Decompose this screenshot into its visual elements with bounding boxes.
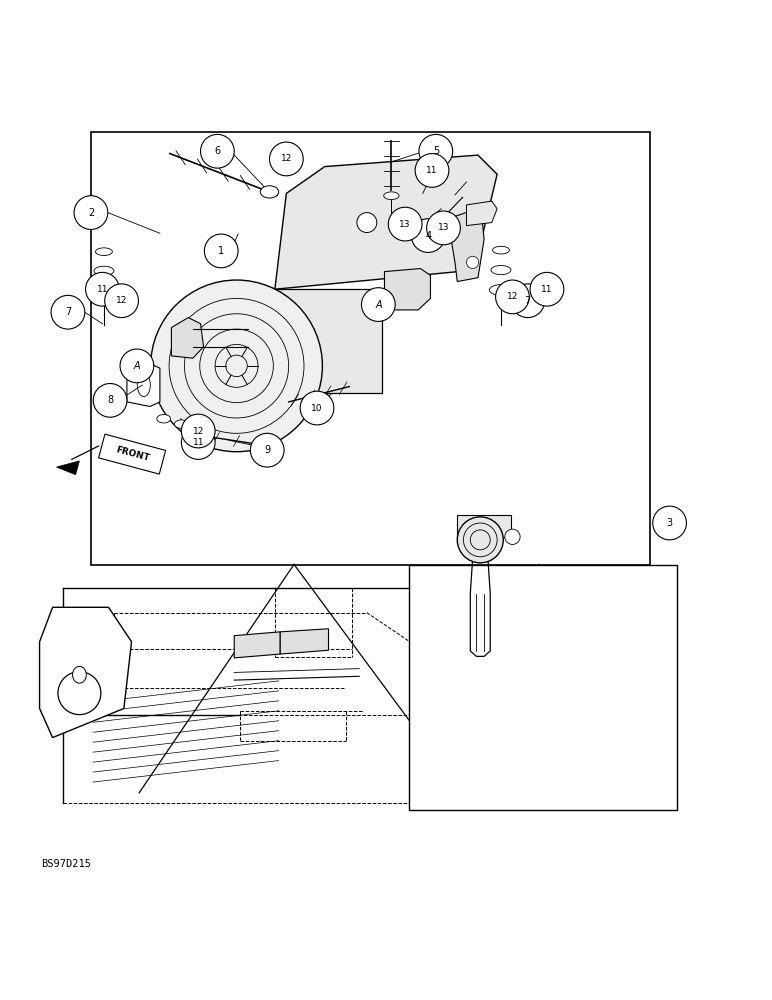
Text: A: A bbox=[134, 361, 141, 371]
Text: 2: 2 bbox=[88, 208, 94, 218]
Ellipse shape bbox=[73, 666, 86, 683]
Text: A: A bbox=[375, 300, 381, 310]
Circle shape bbox=[427, 211, 460, 245]
Circle shape bbox=[93, 384, 127, 417]
Text: 11: 11 bbox=[541, 285, 553, 294]
Ellipse shape bbox=[157, 415, 171, 423]
Ellipse shape bbox=[192, 425, 206, 434]
Circle shape bbox=[530, 272, 564, 306]
Polygon shape bbox=[451, 210, 484, 282]
Ellipse shape bbox=[93, 285, 116, 295]
Bar bbox=[91, 132, 651, 565]
Ellipse shape bbox=[493, 246, 510, 254]
Text: 8: 8 bbox=[107, 395, 113, 405]
Circle shape bbox=[496, 280, 530, 314]
Text: 9: 9 bbox=[264, 445, 270, 455]
Polygon shape bbox=[39, 607, 131, 738]
Circle shape bbox=[300, 391, 334, 425]
Text: 3: 3 bbox=[666, 518, 672, 528]
Bar bbox=[248, 289, 382, 393]
Circle shape bbox=[51, 295, 85, 329]
Text: 6: 6 bbox=[215, 146, 221, 156]
Circle shape bbox=[86, 272, 120, 306]
Circle shape bbox=[652, 506, 686, 540]
Polygon shape bbox=[56, 461, 80, 475]
Circle shape bbox=[201, 134, 234, 168]
Circle shape bbox=[205, 234, 238, 268]
Text: BS97D215: BS97D215 bbox=[41, 859, 91, 869]
Circle shape bbox=[151, 280, 323, 452]
Ellipse shape bbox=[384, 192, 399, 200]
Ellipse shape bbox=[174, 420, 188, 428]
Text: 12: 12 bbox=[192, 427, 204, 436]
Text: 11: 11 bbox=[192, 438, 204, 447]
Circle shape bbox=[105, 284, 138, 318]
Text: 7: 7 bbox=[65, 307, 71, 317]
Ellipse shape bbox=[260, 186, 279, 198]
Polygon shape bbox=[99, 434, 166, 474]
Polygon shape bbox=[171, 318, 204, 358]
Text: 12: 12 bbox=[281, 154, 292, 163]
Text: 5: 5 bbox=[432, 146, 439, 156]
Circle shape bbox=[419, 134, 452, 168]
Text: 4: 4 bbox=[425, 231, 432, 241]
Ellipse shape bbox=[96, 248, 113, 256]
Polygon shape bbox=[384, 269, 431, 310]
Polygon shape bbox=[409, 565, 677, 810]
Circle shape bbox=[361, 288, 395, 321]
Text: 11: 11 bbox=[96, 285, 108, 294]
Ellipse shape bbox=[491, 265, 511, 275]
Bar bbox=[457, 515, 511, 537]
Circle shape bbox=[120, 349, 154, 383]
Circle shape bbox=[269, 142, 303, 176]
Circle shape bbox=[457, 517, 503, 563]
Text: FRONT: FRONT bbox=[114, 445, 150, 463]
Circle shape bbox=[388, 207, 422, 241]
Circle shape bbox=[74, 196, 108, 229]
Text: 13: 13 bbox=[399, 220, 411, 229]
Polygon shape bbox=[275, 155, 497, 289]
Polygon shape bbox=[127, 364, 160, 406]
Text: 1: 1 bbox=[218, 246, 225, 256]
Circle shape bbox=[357, 213, 377, 233]
Polygon shape bbox=[466, 201, 497, 226]
Text: 12: 12 bbox=[506, 292, 518, 301]
Circle shape bbox=[58, 672, 101, 715]
Circle shape bbox=[511, 284, 545, 318]
Ellipse shape bbox=[94, 266, 114, 275]
Text: 12: 12 bbox=[116, 296, 127, 305]
Text: 13: 13 bbox=[438, 223, 449, 232]
Circle shape bbox=[250, 433, 284, 467]
Text: 10: 10 bbox=[311, 404, 323, 413]
Ellipse shape bbox=[489, 285, 513, 295]
Circle shape bbox=[466, 256, 479, 269]
Circle shape bbox=[411, 219, 445, 252]
Circle shape bbox=[181, 414, 215, 448]
Circle shape bbox=[415, 154, 449, 187]
Circle shape bbox=[181, 426, 215, 459]
Polygon shape bbox=[280, 629, 329, 654]
Circle shape bbox=[505, 529, 520, 544]
Text: 11: 11 bbox=[426, 166, 438, 175]
Text: 7: 7 bbox=[525, 296, 531, 306]
Polygon shape bbox=[234, 632, 280, 658]
